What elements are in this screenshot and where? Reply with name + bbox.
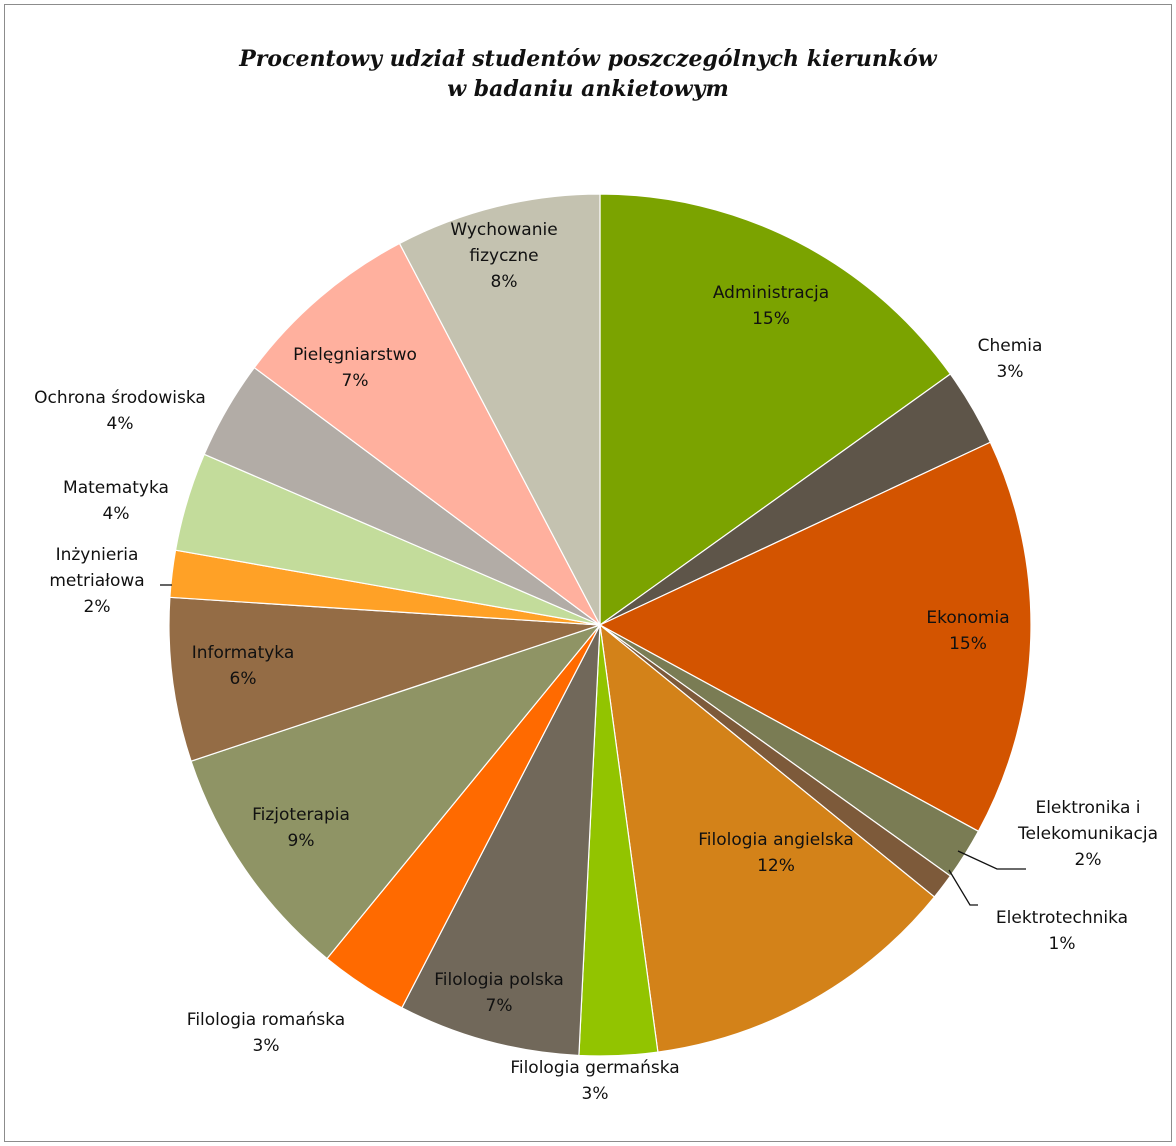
slice-label-7: Filologia polska 7% xyxy=(434,970,564,1016)
slice-label-2: Ekonomia 15% xyxy=(926,608,1009,654)
pie-slice-fizjoterapia xyxy=(190,623,602,960)
pie-slice-pielęgniarstwo xyxy=(253,242,601,626)
chart-title-line-1: Procentowy udział studentów poszczególny… xyxy=(239,46,937,72)
slice-label-9: Fizjoterapia 9% xyxy=(252,805,350,851)
pie-slice-informatyka xyxy=(168,596,601,762)
slice-label-3: Elektronika i Telekomunikacja 2% xyxy=(1017,798,1158,870)
slice-label-11: Inżynieria metriałowa 2% xyxy=(49,545,144,617)
pie-slice-wychowanie-fizyczne xyxy=(398,193,601,626)
chart-title: Procentowy udział studentów poszczególny… xyxy=(0,44,1176,104)
pie-labels: Administracja 15% Chemia 3% Ekonomia 15% Elekt… xyxy=(34,220,1158,1104)
slice-label-10: Informatyka 6% xyxy=(192,643,295,689)
slice-label-6: Filologia germańska 3% xyxy=(510,1058,679,1104)
pie-slice-ekonomia xyxy=(598,441,1032,833)
slice-label-8: Filologia romańska 3% xyxy=(187,1010,345,1056)
pie-slice-administracja xyxy=(599,193,952,627)
slice-label-15: Wychowanie fizyczne 8% xyxy=(450,220,557,292)
slice-label-12: Matematyka 4% xyxy=(63,478,169,524)
slice-label-0: Administracja 15% xyxy=(713,283,829,329)
slice-label-4: Elektrotechnika 1% xyxy=(996,908,1128,954)
slice-label-14: Pielęgniarstwo 7% xyxy=(293,345,417,391)
pie-slices xyxy=(168,193,1032,1057)
pie-slice-filologia-angielska xyxy=(599,623,936,1053)
leader-line-3 xyxy=(957,850,1026,870)
chart-title-line-2: w badaniu ankietowym xyxy=(447,76,729,102)
pie-slice-filologia-polska xyxy=(401,624,601,1057)
slice-label-13: Ochrona środowiska 4% xyxy=(34,388,206,434)
slice-label-1: Chemia 3% xyxy=(978,336,1043,382)
slice-label-5: Filologia angielska 12% xyxy=(698,830,854,876)
leader-line-4 xyxy=(948,869,978,906)
